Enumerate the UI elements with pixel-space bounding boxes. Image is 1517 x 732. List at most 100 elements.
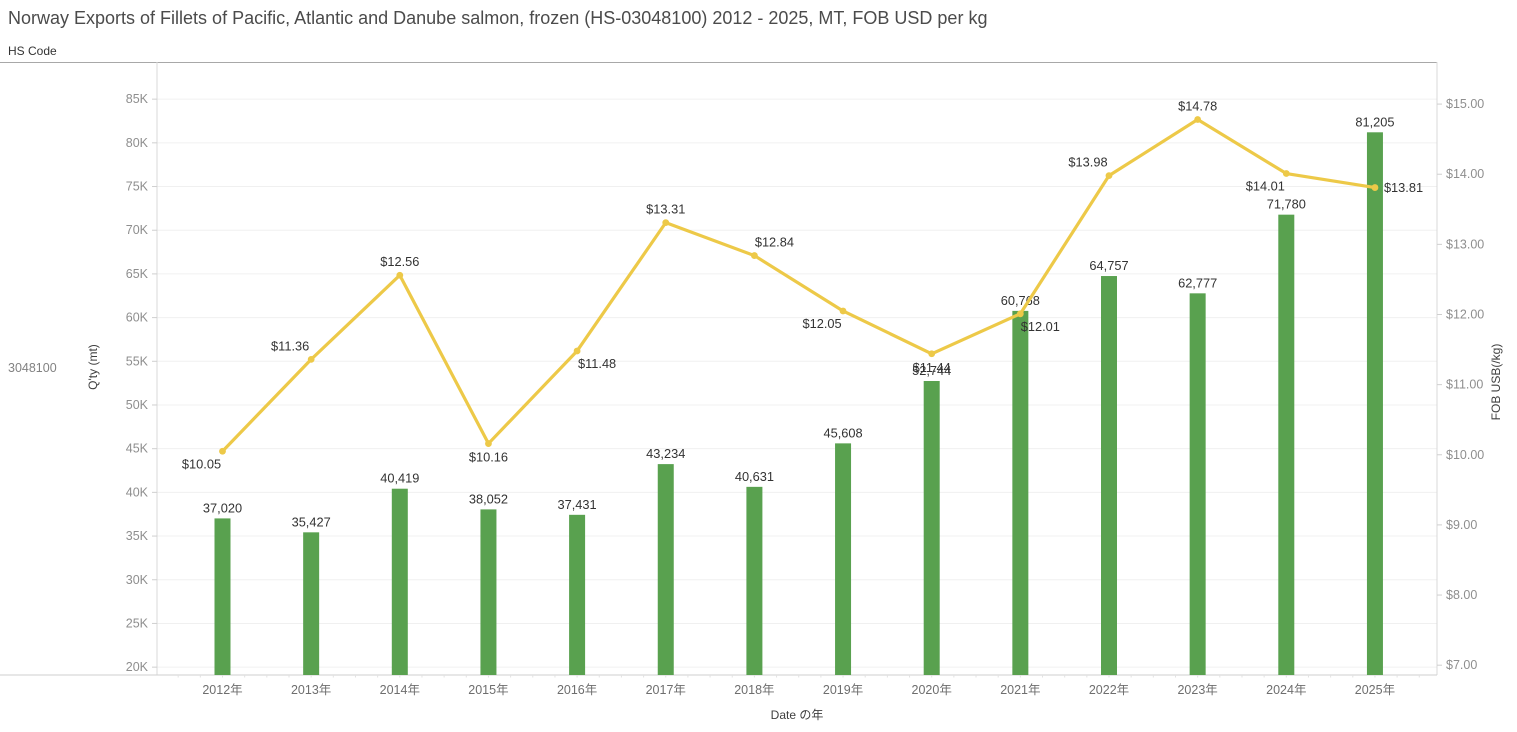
left-tick-label: 80K <box>126 136 149 150</box>
price-value-label: $13.31 <box>646 202 685 217</box>
bar-2016年[interactable] <box>569 514 586 675</box>
chart-title: Norway Exports of Fillets of Pacific, At… <box>8 8 988 28</box>
right-tick-label: $14.00 <box>1446 167 1484 181</box>
bar-2013年[interactable] <box>303 532 320 675</box>
x-axis-label: 2025年 <box>1355 683 1395 697</box>
x-axis-title: Date の年 <box>771 708 824 722</box>
bar-value-label: 71,780 <box>1267 197 1306 212</box>
price-value-label: $13.81 <box>1384 180 1423 195</box>
price-value-label: $12.56 <box>380 254 419 269</box>
bar-2021年[interactable] <box>1012 310 1029 675</box>
header-divider <box>0 62 1437 63</box>
price-point-2016年[interactable] <box>573 347 581 355</box>
bar-2012年[interactable] <box>214 518 231 675</box>
price-value-label: $14.78 <box>1178 99 1217 114</box>
left-tick-label: 40K <box>126 485 149 499</box>
bar-2018年[interactable] <box>746 486 763 675</box>
bar-value-label: 62,777 <box>1178 275 1217 290</box>
right-tick-label: $13.00 <box>1446 237 1484 251</box>
price-value-label: $12.84 <box>755 235 794 250</box>
left-tick-label: 35K <box>126 529 149 543</box>
price-point-2019年[interactable] <box>839 307 847 315</box>
x-axis-label: 2017年 <box>646 683 686 697</box>
right-tick-label: $9.00 <box>1446 518 1477 532</box>
left-tick-label: 55K <box>126 354 149 368</box>
x-axis-label: 2016年 <box>557 683 597 697</box>
price-point-2017年[interactable] <box>662 219 670 227</box>
left-tick-label: 75K <box>126 180 149 194</box>
x-axis-label: 2022年 <box>1089 683 1129 697</box>
left-tick-label: 70K <box>126 223 149 237</box>
right-tick-label: $10.00 <box>1446 448 1484 462</box>
price-value-label: $11.48 <box>578 356 616 371</box>
bar-2023年[interactable] <box>1189 293 1206 675</box>
bar-value-label: 40,631 <box>735 469 774 484</box>
x-axis-label: 2012年 <box>202 683 242 697</box>
x-axis-label: 2020年 <box>912 683 952 697</box>
hs-code-row-label: 3048100 <box>8 361 57 375</box>
price-value-label: $12.05 <box>802 316 841 331</box>
bar-2025年[interactable] <box>1366 132 1383 676</box>
price-point-2014年[interactable] <box>396 271 404 279</box>
bar-value-label: 40,419 <box>380 471 419 486</box>
x-axis-label: 2015年 <box>468 683 508 697</box>
bar-value-label: 45,608 <box>823 425 862 440</box>
right-tick-label: $11.00 <box>1446 378 1483 392</box>
bar-value-label: 52,744 <box>912 363 951 378</box>
price-value-label: $11.44 <box>913 360 951 375</box>
left-tick-label: 20K <box>126 660 149 674</box>
price-value-label: $13.98 <box>1068 155 1107 170</box>
price-point-2021年[interactable] <box>1016 310 1024 318</box>
x-axis-label: 2021年 <box>1000 683 1040 697</box>
left-tick-label: 25K <box>126 616 149 630</box>
left-tick-label: 30K <box>126 573 149 587</box>
price-point-2015年[interactable] <box>485 440 492 447</box>
bar-value-label: 35,427 <box>292 514 331 529</box>
bar-value-label: 81,205 <box>1355 114 1394 129</box>
bar-2022年[interactable] <box>1101 276 1117 675</box>
price-value-label: $11.36 <box>271 338 309 353</box>
bar-value-label: 37,431 <box>558 497 597 512</box>
bar-value-label: 64,757 <box>1089 258 1128 273</box>
x-axis-label: 2024年 <box>1266 683 1306 697</box>
price-point-2013年[interactable] <box>307 355 315 363</box>
left-tick-label: 65K <box>126 267 149 281</box>
bar-2019年[interactable] <box>835 443 852 675</box>
hs-code-column-header: HS Code <box>8 44 57 58</box>
price-line[interactable] <box>220 117 1377 453</box>
right-tick-label: $12.00 <box>1446 307 1484 321</box>
left-tick-label: 50K <box>126 398 149 412</box>
bar-2017年[interactable] <box>657 464 674 675</box>
price-value-label: $14.01 <box>1246 179 1285 194</box>
x-axis-label: 2019年 <box>823 683 863 697</box>
x-axis-label: 2023年 <box>1177 683 1217 697</box>
left-axis-title: Q'ty (mt) <box>86 344 100 390</box>
x-axis-label: 2018年 <box>734 683 774 697</box>
right-tick-label: $15.00 <box>1446 97 1484 111</box>
price-value-label: $10.05 <box>182 456 221 471</box>
right-axis-title: FOB USB(/kg) <box>1489 344 1503 421</box>
bar-2020年[interactable] <box>923 381 940 675</box>
bar-2015年[interactable] <box>480 509 497 675</box>
left-tick-label: 85K <box>126 92 149 106</box>
price-point-2023年[interactable] <box>1194 116 1202 123</box>
x-axis-label: 2013年 <box>291 683 331 697</box>
price-point-2020年[interactable] <box>928 350 936 358</box>
price-point-2025年[interactable] <box>1371 184 1379 191</box>
price-point-2022年[interactable] <box>1105 172 1113 180</box>
x-axis-label: 2014年 <box>380 683 420 697</box>
price-point-2012年[interactable] <box>219 447 226 455</box>
bar-value-label: 38,052 <box>469 491 508 506</box>
price-value-label: $12.01 <box>1021 319 1060 334</box>
bar-2024年[interactable] <box>1278 214 1295 675</box>
right-tick-label: $8.00 <box>1446 588 1477 602</box>
price-point-2018年[interactable] <box>751 252 758 259</box>
price-value-label: $10.16 <box>469 450 508 465</box>
bar-value-label: 37,020 <box>203 500 242 515</box>
left-tick-label: 45K <box>126 442 149 456</box>
bar-2014年[interactable] <box>391 488 408 675</box>
right-tick-label: $7.00 <box>1446 658 1477 672</box>
price-point-2024年[interactable] <box>1282 170 1290 177</box>
